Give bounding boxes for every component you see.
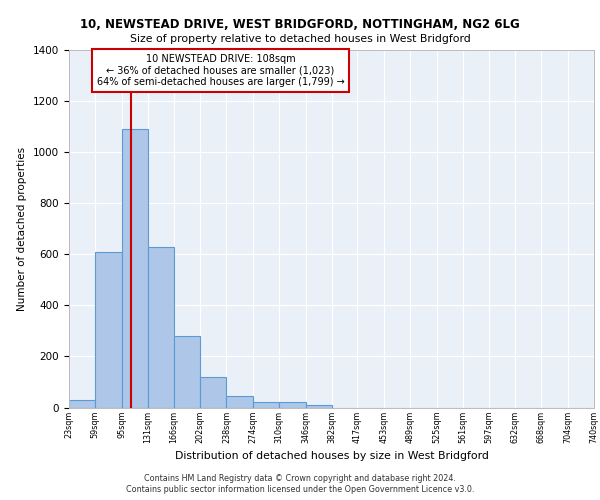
Bar	[95, 252, 122, 408]
Bar	[69, 400, 95, 407]
Bar	[148, 246, 174, 408]
Text: 10 NEWSTEAD DRIVE: 108sqm
← 36% of detached houses are smaller (1,023)
64% of se: 10 NEWSTEAD DRIVE: 108sqm ← 36% of detac…	[97, 54, 344, 87]
Bar	[226, 396, 253, 407]
Bar	[122, 129, 148, 407]
Bar	[305, 405, 332, 407]
Y-axis label: Number of detached properties: Number of detached properties	[17, 146, 28, 311]
Bar	[253, 402, 279, 407]
Text: 10, NEWSTEAD DRIVE, WEST BRIDGFORD, NOTTINGHAM, NG2 6LG: 10, NEWSTEAD DRIVE, WEST BRIDGFORD, NOTT…	[80, 18, 520, 30]
X-axis label: Distribution of detached houses by size in West Bridgford: Distribution of detached houses by size …	[175, 451, 488, 461]
Text: Size of property relative to detached houses in West Bridgford: Size of property relative to detached ho…	[130, 34, 470, 44]
Bar	[200, 377, 226, 408]
Text: Contains HM Land Registry data © Crown copyright and database right 2024.
Contai: Contains HM Land Registry data © Crown c…	[126, 474, 474, 494]
Bar	[279, 402, 305, 407]
Bar	[174, 336, 200, 407]
